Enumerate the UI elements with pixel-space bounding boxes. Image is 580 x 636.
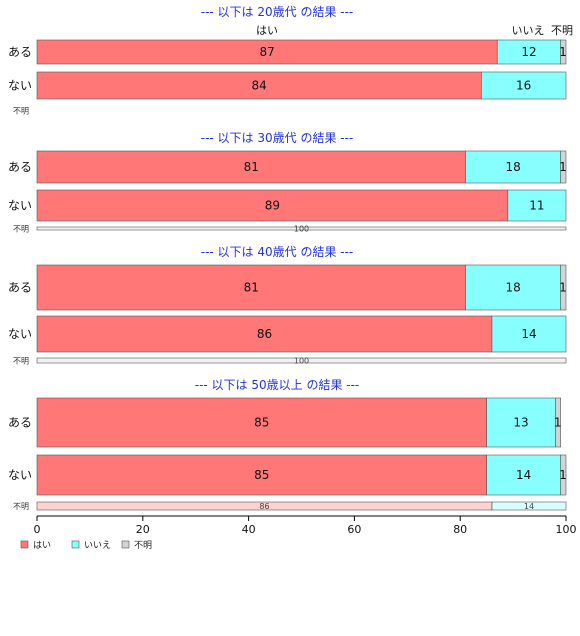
data-label: 100 <box>294 225 309 234</box>
bar-segment <box>560 39 567 65</box>
x-tick-label: 60 <box>347 523 361 536</box>
data-label: 89 <box>265 199 280 213</box>
group-title: --- 以下は 20歳代 の結果 --- <box>201 5 354 19</box>
data-label: 81 <box>244 160 259 174</box>
data-label: 18 <box>505 281 520 295</box>
legend-label: はい <box>33 540 51 551</box>
row-label: ある <box>8 45 32 59</box>
data-label: 81 <box>244 281 259 295</box>
row-label: ある <box>8 281 32 295</box>
data-label: 85 <box>254 416 269 430</box>
legend-label: 不明 <box>134 540 152 551</box>
data-label: 1 <box>554 416 562 430</box>
data-label: 13 <box>513 416 528 430</box>
bar-segment <box>481 71 567 100</box>
data-label: 18 <box>505 160 520 174</box>
data-label: 100 <box>294 357 309 366</box>
column-header-1: はい <box>256 24 278 37</box>
data-label: 1 <box>559 160 567 174</box>
data-label: 84 <box>252 79 267 93</box>
x-tick-label: 40 <box>242 523 256 536</box>
row-label: ある <box>8 160 32 174</box>
data-label: 1 <box>559 281 567 295</box>
bar-segment <box>560 454 567 496</box>
column-header-3: 不明 <box>551 24 573 37</box>
row-label: 不明 <box>13 502 29 511</box>
legend-swatch <box>121 540 130 549</box>
bar-segment <box>36 226 567 231</box>
bar-segment <box>560 264 567 311</box>
bar-segment <box>36 357 567 364</box>
data-label: 14 <box>516 468 531 482</box>
row-label: ない <box>8 327 32 341</box>
bar-segment <box>486 454 562 496</box>
bar-segment <box>491 315 567 353</box>
row-label: ある <box>8 416 32 430</box>
bar-segment <box>36 315 493 353</box>
x-tick-label: 100 <box>556 523 577 536</box>
row-label: ない <box>8 79 32 93</box>
row-label: 不明 <box>13 357 29 366</box>
data-label: 87 <box>259 45 274 59</box>
legend-label: いいえ <box>84 540 111 551</box>
bar-segment <box>36 150 466 184</box>
bar-segment <box>491 501 567 511</box>
x-tick-label: 80 <box>453 523 467 536</box>
bar-segment <box>465 264 562 311</box>
data-label: 1 <box>559 45 567 59</box>
data-label: 11 <box>529 199 544 213</box>
bar-segment <box>36 189 509 222</box>
bar-segment <box>560 150 567 184</box>
x-tick-label: 20 <box>136 523 150 536</box>
bar-segment <box>36 454 487 496</box>
x-tick-label: 0 <box>34 523 41 536</box>
row-label: ない <box>8 468 32 482</box>
group-title: --- 以下は 30歳代 の結果 --- <box>201 131 354 145</box>
bar-segment <box>555 397 562 448</box>
bar-segment <box>36 397 487 448</box>
bar-segment <box>507 189 567 222</box>
legend-swatch <box>71 540 80 549</box>
column-header-2: いいえ <box>512 24 545 37</box>
data-label: 12 <box>521 45 536 59</box>
data-label: 1 <box>559 468 567 482</box>
bar-segment <box>36 264 466 311</box>
bar-segment <box>465 150 562 184</box>
data-label: 86 <box>257 327 272 341</box>
group-title: --- 以下は 50歳以上 の結果 --- <box>195 378 360 392</box>
row-label: ない <box>8 199 32 213</box>
data-label: 85 <box>254 468 269 482</box>
group-title: --- 以下は 40歳代 の結果 --- <box>201 245 354 259</box>
bar-segment <box>36 39 498 65</box>
bar-segment <box>496 39 562 65</box>
row-label: 不明 <box>13 107 29 116</box>
data-label: 86 <box>259 502 269 511</box>
data-label: 14 <box>521 327 536 341</box>
data-label: 14 <box>524 502 534 511</box>
data-label: 16 <box>516 79 531 93</box>
row-label: 不明 <box>13 225 29 234</box>
legend-swatch <box>20 540 29 549</box>
